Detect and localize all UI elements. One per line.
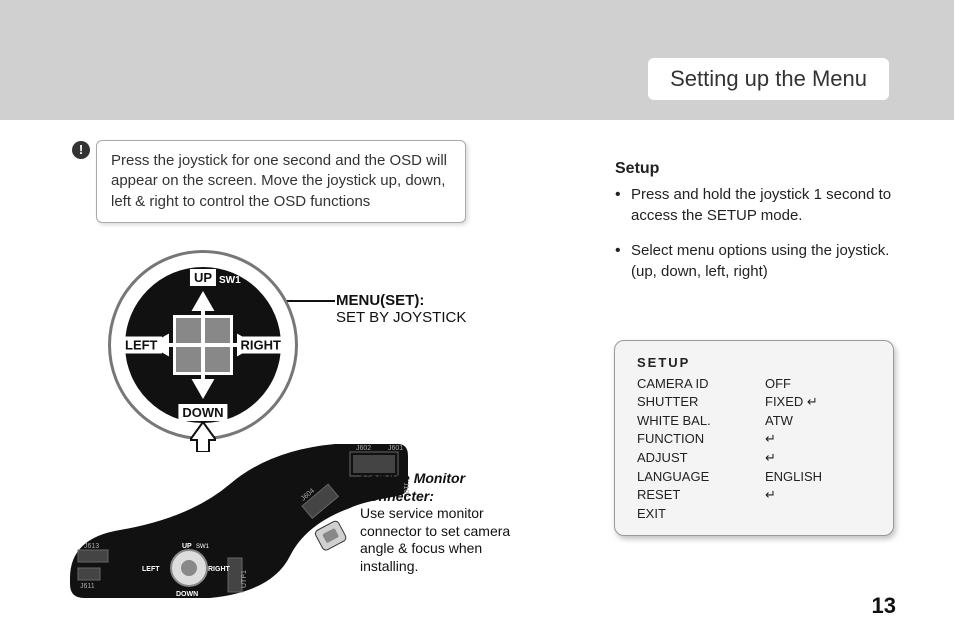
connector-utp1: UTP1 — [241, 570, 248, 588]
mini-left-label: LEFT — [142, 566, 160, 573]
menu-set-title: MENU(SET): — [336, 292, 466, 309]
mini-right-label: RIGHT — [208, 566, 231, 573]
osd-title: SETUP — [637, 355, 871, 370]
osd-row-value: ENGLISH — [765, 469, 855, 484]
mini-sw1-label: SW1 — [196, 544, 210, 550]
connector-j613: J613 — [84, 543, 99, 550]
osd-grid: CAMERA ID OFF SHUTTER FIXED ↵ WHITE BAL. AT… — [637, 376, 871, 521]
menu-set-label: MENU(SET): SET BY JOYSTICK — [336, 292, 466, 326]
osd-row-value: FIXED ↵ — [765, 394, 855, 410]
osd-row-label: EXIT — [637, 506, 757, 521]
osd-row-label: FUNCTION — [637, 431, 757, 447]
info-icon: ! — [72, 141, 90, 159]
joystick-magnified-circle: UP DOWN LEFT RIGHT SW1 — [108, 250, 298, 440]
service-monitor-label: Service Monitor Connecter: Use service m… — [360, 470, 540, 575]
setup-bullet: Press and hold the joystick 1 second to … — [615, 184, 905, 226]
osd-row-label: RESET — [637, 487, 757, 503]
osd-row-label: WHITE BAL. — [637, 413, 757, 428]
osd-row-value — [765, 506, 855, 521]
setup-heading: Setup — [615, 160, 905, 178]
osd-row-label: LANGUAGE — [637, 469, 757, 484]
setup-bullet: Select menu options using the joystick. … — [615, 240, 905, 282]
joystick-down-label: DOWN — [178, 404, 227, 421]
osd-row-value: ↵ — [765, 450, 855, 466]
osd-setup-menu: SETUP CAMERA ID OFF SHUTTER FIXED ↵ WHITE … — [614, 340, 894, 536]
service-monitor-body: Use service monitor connector to set cam… — [360, 505, 510, 574]
menu-set-sub: SET BY JOYSTICK — [336, 309, 466, 326]
page-title: Setting up the Menu — [648, 58, 889, 100]
joystick-board-diagram: MENU(SET): SET BY JOYSTICK UP DOWN LEFT — [60, 250, 500, 620]
connector-j602: J602 — [356, 445, 371, 452]
joystick-up-label: UP — [190, 269, 216, 286]
osd-row-value: OFF — [765, 376, 855, 391]
osd-row-value: ↵ — [765, 487, 855, 503]
mini-down-label: DOWN — [176, 591, 198, 598]
joystick-sw1-label: SW1 — [219, 275, 241, 286]
connector-j601: J601 — [388, 445, 403, 452]
osd-row-value: ↵ — [765, 431, 855, 447]
setup-text-column: Setup Press and hold the joystick 1 seco… — [615, 160, 905, 296]
osd-row-label: ADJUST — [637, 450, 757, 466]
osd-row-label: SHUTTER — [637, 394, 757, 410]
joystick-right-label: RIGHT — [237, 337, 285, 354]
page-number: 13 — [872, 593, 896, 619]
osd-row-label: CAMERA ID — [637, 376, 757, 391]
mini-up-label: UP — [182, 543, 192, 550]
joystick-left-label: LEFT — [121, 337, 162, 354]
service-monitor-title: Service Monitor Connecter: — [360, 470, 465, 504]
osd-row-value: ATW — [765, 413, 855, 428]
setup-bullet-list: Press and hold the joystick 1 second to … — [615, 184, 905, 282]
page-body: ! Press the joystick for one second and … — [0, 120, 954, 637]
joystick-pad — [173, 315, 233, 375]
header-band: Setting up the Menu — [0, 0, 954, 120]
joystick-instruction-callout: Press the joystick for one second and th… — [96, 140, 466, 223]
connector-j611: J611 — [80, 583, 95, 590]
